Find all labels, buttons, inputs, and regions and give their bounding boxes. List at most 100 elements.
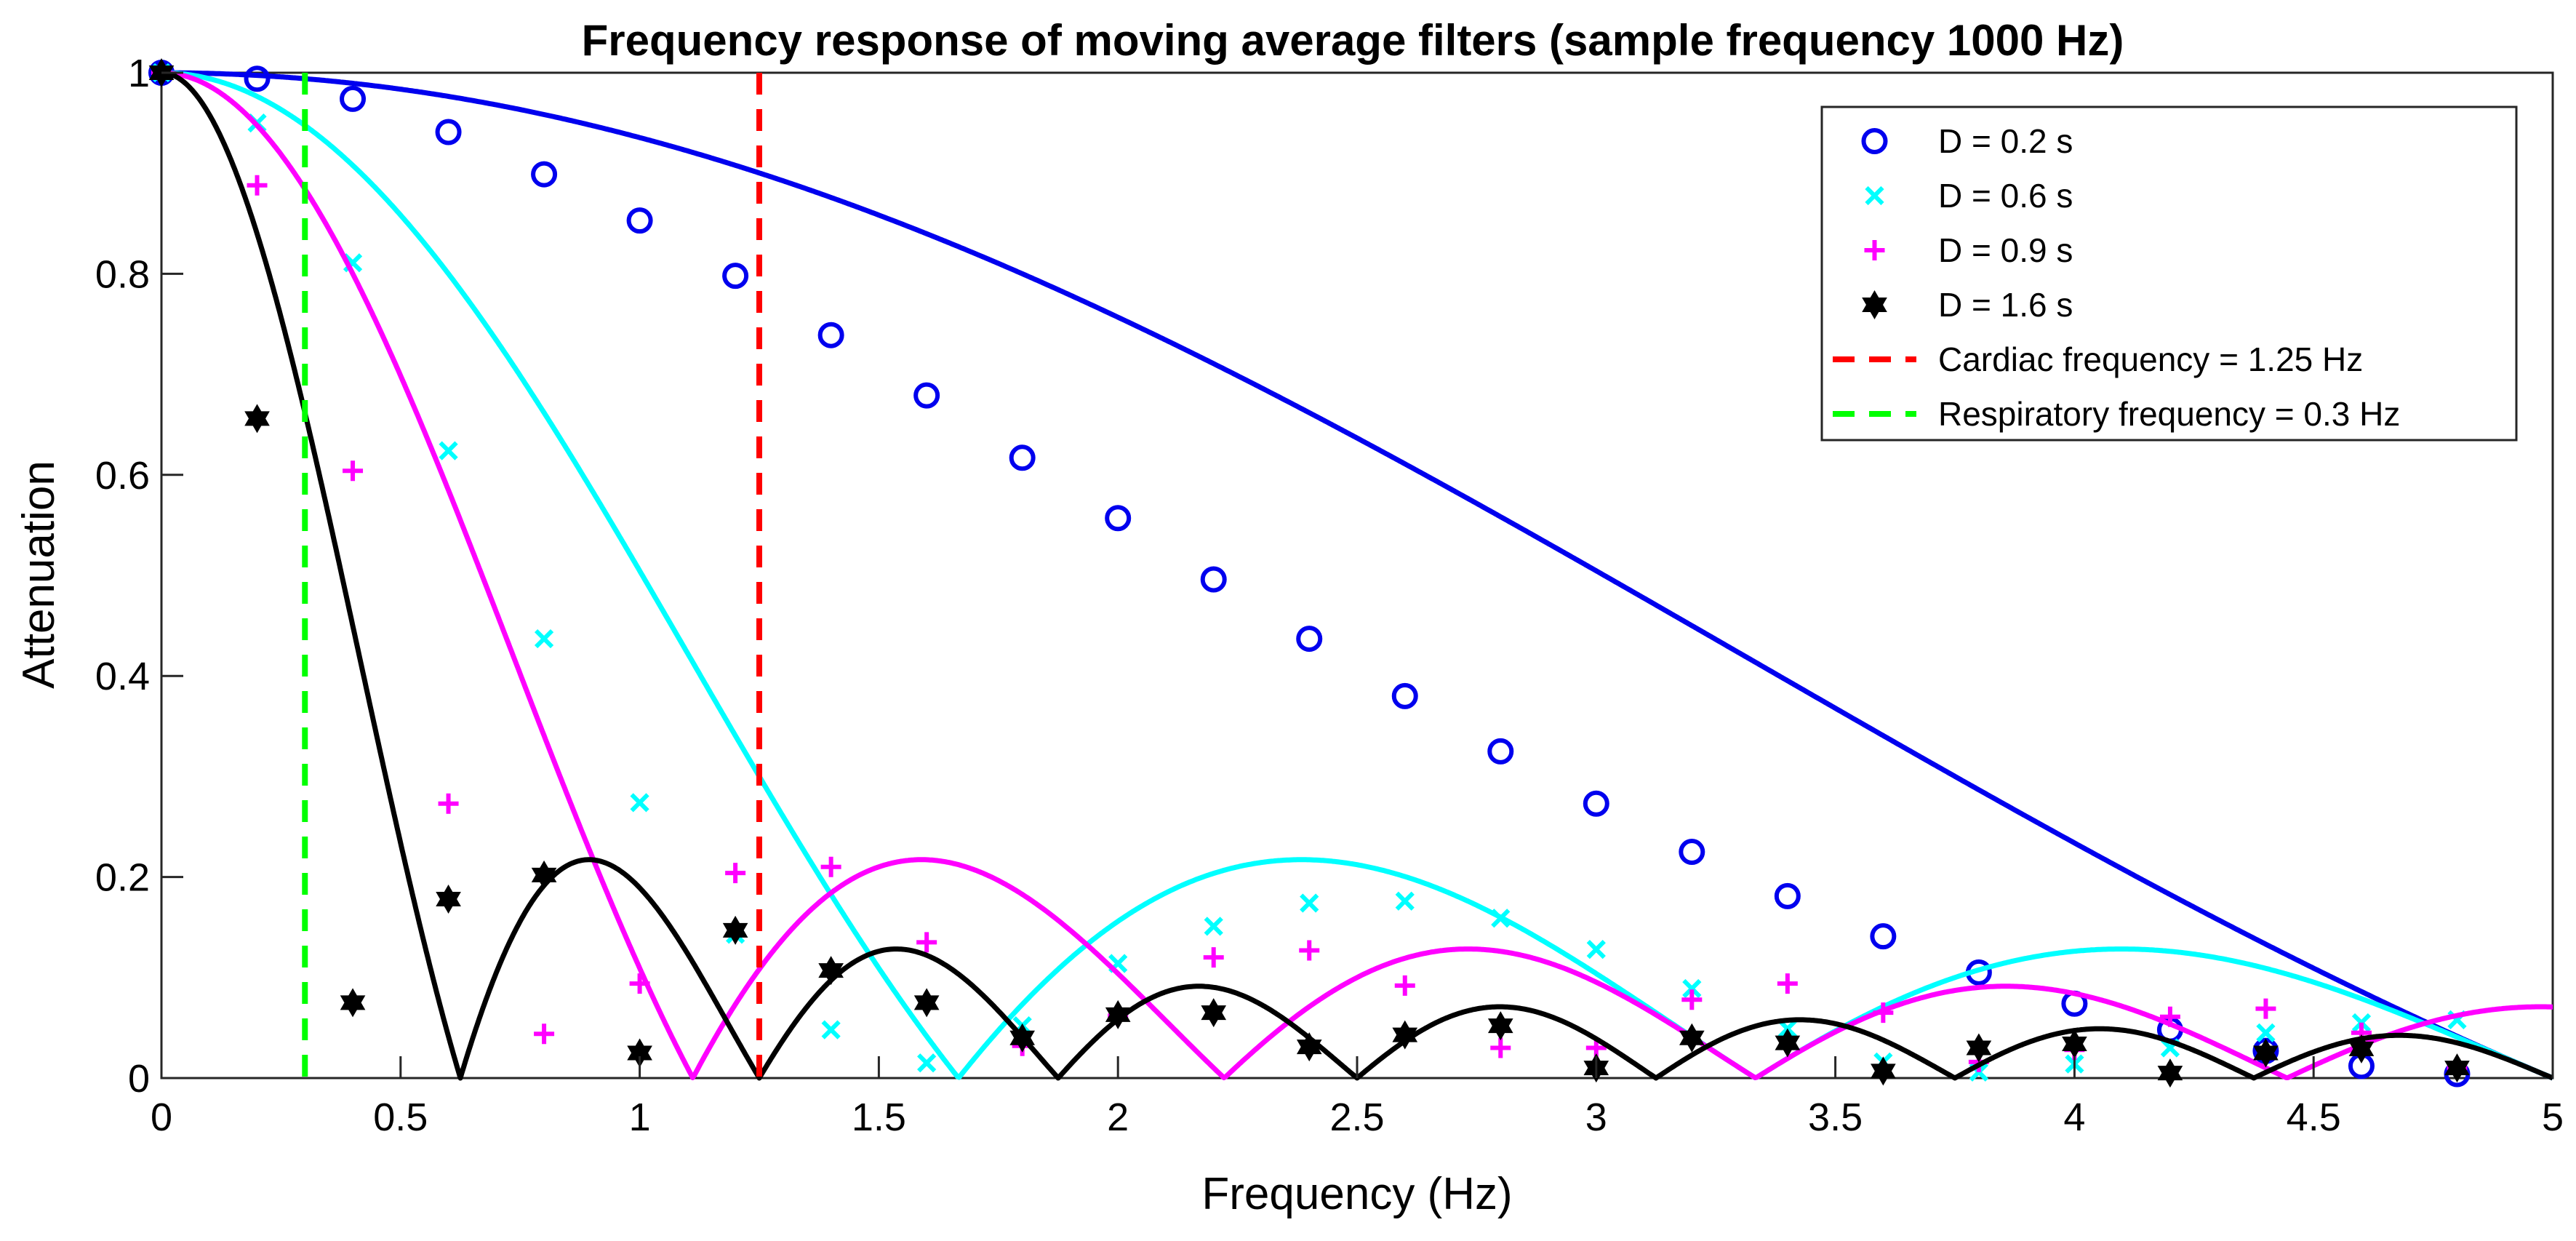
data-point-hexagram — [1862, 290, 1887, 319]
series-line — [160, 70, 2554, 1080]
data-point-plus — [1777, 973, 1798, 994]
x-tick-label: 3.5 — [1808, 1096, 1863, 1139]
data-point-plus — [438, 793, 459, 814]
data-point-plus — [343, 460, 364, 482]
data-point-hexagram — [722, 915, 748, 945]
legend-entry: D = 0.6 s — [1865, 177, 2073, 215]
data-point-hexagram — [1201, 998, 1227, 1028]
data-point-circle — [1679, 839, 1705, 866]
data-point-circle — [1774, 882, 1801, 909]
data-point-hexagram — [1296, 1032, 1322, 1062]
legend-entry: D = 0.2 s — [1861, 122, 2073, 160]
data-point-hexagram — [531, 860, 557, 890]
data-point-circle — [1861, 128, 1888, 154]
data-point-circle — [531, 161, 558, 188]
y-tick-label: 0.8 — [95, 252, 150, 296]
data-point-circle — [913, 382, 940, 409]
data-point-circle — [1870, 923, 1897, 950]
data-point-circle — [1200, 566, 1227, 593]
x-tick-label: 2.5 — [1329, 1096, 1384, 1139]
data-point-hexagram — [148, 58, 175, 87]
data-point-hexagram — [2157, 1058, 2183, 1088]
legend-label: D = 0.2 s — [1938, 122, 2073, 160]
data-point-hexagram — [1105, 999, 1131, 1029]
data-point-circle — [1487, 738, 1514, 765]
chart-title: Frequency response of moving average fil… — [582, 16, 2124, 65]
y-axis-label: Attenuation — [14, 460, 64, 689]
data-point-circle — [340, 85, 367, 112]
data-point-x — [1586, 939, 1606, 959]
data-point-hexagram — [2444, 1053, 2470, 1083]
data-point-circle — [244, 65, 271, 92]
data-point-x — [534, 629, 554, 649]
data-point-circle — [1105, 505, 1132, 532]
data-point-x — [1204, 917, 1223, 936]
data-point-circle — [626, 207, 653, 234]
legend-box — [1820, 105, 2518, 442]
x-axis-label: Frequency (Hz) — [1201, 1169, 1512, 1219]
data-point-hexagram — [1775, 1028, 1801, 1058]
y-tick-label: 0.6 — [95, 454, 150, 498]
data-point-plus — [1681, 989, 1703, 1010]
data-point-hexagram — [818, 956, 844, 986]
data-point-hexagram — [1966, 1033, 1992, 1063]
data-point-plus — [1490, 1037, 1511, 1058]
data-point-hexagram — [1871, 1056, 1896, 1086]
data-point-hexagram — [340, 988, 366, 1018]
data-point-x — [439, 441, 458, 460]
data-point-plus — [534, 1023, 555, 1045]
legend-label: Respiratory frequency = 0.3 Hz — [1938, 395, 2400, 433]
data-point-hexagram — [913, 988, 940, 1018]
data-point-circle — [435, 119, 462, 145]
data-point-plus — [1864, 240, 1885, 260]
x-tick-label: 0.5 — [373, 1096, 428, 1139]
legend-label: D = 1.6 s — [1938, 286, 2073, 324]
legend-label: D = 0.6 s — [1938, 177, 2073, 215]
data-point-x — [2256, 1023, 2276, 1042]
series-line — [160, 70, 2554, 1081]
data-point-circle — [1583, 790, 1609, 817]
legend-entry: D = 1.6 s — [1862, 286, 2073, 324]
tick-layer: 0 0.5 1 1.5 2 2.5 3 3.5 4 4.5 5 0 0.2 0.4 0.6 0.8 1 — [95, 52, 2564, 1139]
y-tick-label: 0.4 — [95, 655, 150, 698]
data-point-plus — [725, 863, 746, 884]
data-point-hexagram — [1679, 1023, 1705, 1053]
data-point-x — [917, 1053, 937, 1073]
data-point-plus — [1203, 947, 1224, 968]
data-point-x — [1491, 909, 1511, 928]
y-tick-label: 0 — [128, 1057, 150, 1101]
data-point-plus — [247, 175, 268, 196]
legend-label: D = 0.9 s — [1938, 231, 2073, 269]
data-point-x — [1682, 978, 1702, 999]
x-tick-label: 5 — [2542, 1096, 2564, 1139]
data-point-plus — [1873, 1002, 1894, 1023]
x-tick-label: 0 — [151, 1096, 172, 1139]
data-point-circle — [1391, 682, 1418, 709]
y-tick-label: 1 — [128, 52, 150, 95]
y-tick-label: 0.2 — [95, 856, 150, 900]
data-point-x — [1395, 891, 1415, 911]
legend: D = 0.2 s D = 0.6 s D = 0.9 s D = 1.6 s Card… — [1820, 105, 2518, 442]
data-point-circle — [1009, 444, 1036, 471]
legend-entry: Respiratory frequency = 0.3 Hz — [1833, 395, 2400, 433]
data-point-x — [1300, 893, 1319, 913]
legend-entry: D = 0.9 s — [1864, 231, 2073, 269]
data-point-hexagram — [436, 885, 461, 914]
data-point-circle — [722, 263, 749, 290]
data-point-hexagram — [2253, 1038, 2279, 1068]
data-point-x — [1865, 185, 1884, 206]
legend-label: Cardiac frequency = 1.25 Hz — [1938, 340, 2363, 378]
data-point-hexagram — [1392, 1020, 1418, 1050]
x-tick-label: 4.5 — [2287, 1096, 2341, 1139]
data-point-plus — [820, 856, 841, 877]
data-point-x — [821, 1020, 841, 1040]
data-point-hexagram — [244, 404, 270, 434]
x-tick-label: 3 — [1585, 1096, 1607, 1139]
data-point-x — [630, 793, 649, 813]
series-line — [160, 70, 2554, 1081]
x-tick-label: 4 — [2063, 1096, 2085, 1139]
data-point-plus — [1299, 940, 1320, 961]
legend-entry: Cardiac frequency = 1.25 Hz — [1833, 340, 2363, 378]
data-point-plus — [916, 932, 937, 953]
